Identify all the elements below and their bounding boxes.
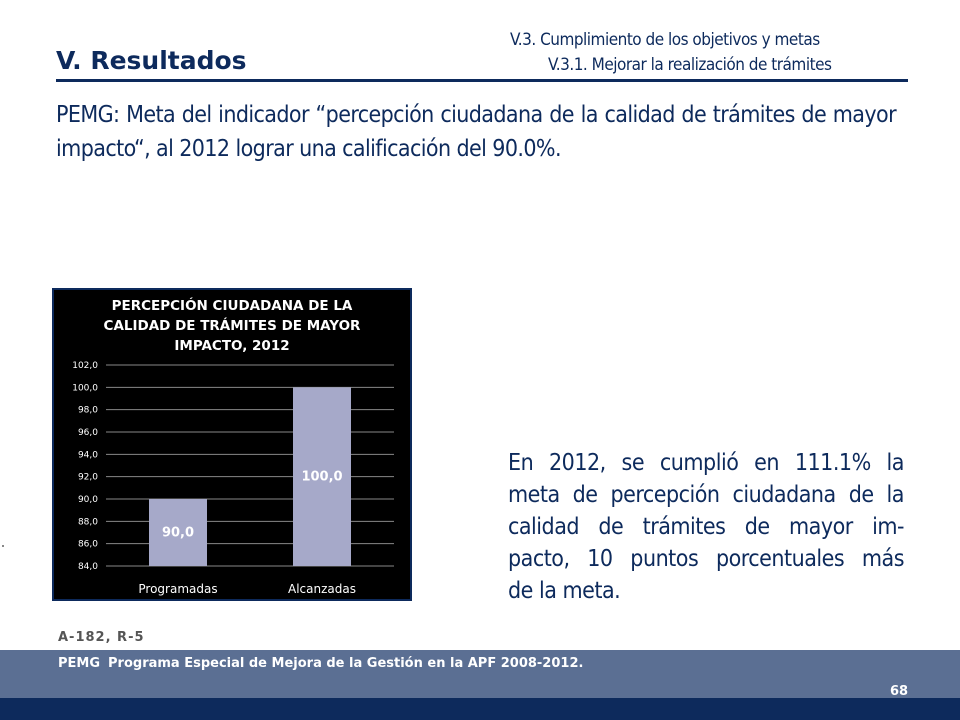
result-line: En 2012, se cumplió en 111.1% la — [508, 450, 905, 476]
bar-alcanzadas — [293, 387, 351, 566]
result-paragraph: En 2012, se cumplió en 111.1% la meta de… — [508, 447, 905, 607]
y-tick-label: 96,0 — [78, 428, 98, 438]
x-category-label: Alcanzadas — [288, 582, 356, 596]
data-label: 90,0 — [162, 526, 194, 541]
chart-plot: 84,0 86,0 88,0 90,0 92,0 94,0 96,0 98,0 100,0 102… — [72, 361, 394, 596]
chart-title: PERCEPCIÓN CIUDADANA DE LA CALIDAD DE TR… — [54, 296, 410, 356]
bar-programadas — [149, 499, 207, 566]
result-line: meta de percepción ciudadana de la — [508, 482, 905, 508]
page-number: 68 — [890, 684, 909, 699]
chart-title-line: CALIDAD DE TRÁMITES DE MAYOR — [103, 318, 361, 334]
title-divider — [56, 79, 908, 82]
data-label: 100,0 — [301, 470, 342, 485]
y-tick-label: 94,0 — [78, 450, 98, 460]
subsubsection-title: V.3.1. Mejorar la realización de trámite… — [548, 55, 832, 75]
footer-band — [0, 650, 960, 698]
y-tick-label: 86,0 — [78, 540, 98, 550]
chart-title-line: PERCEPCIÓN CIUDADANA DE LA — [111, 298, 353, 314]
y-tick-label: 100,0 — [72, 383, 98, 393]
result-line: pacto, 10 puntos porcentuales más — [508, 546, 905, 572]
footer-abbr: PEMG — [58, 656, 101, 671]
y-tick-label: 88,0 — [78, 517, 98, 527]
decorative-dot — [2, 545, 4, 547]
section-title: V. Resultados — [56, 46, 247, 75]
y-tick-label: 90,0 — [78, 495, 98, 505]
x-category-label: Programadas — [138, 582, 217, 596]
footer-text: PEMG Programa Especial de Mejora de la Ge… — [58, 656, 583, 671]
chart-title-line: IMPACTO, 2012 — [174, 338, 290, 354]
bar-chart: PERCEPCIÓN CIUDADANA DE LA CALIDAD DE TR… — [52, 288, 412, 601]
y-tick-label: 98,0 — [78, 406, 98, 416]
bottom-band — [0, 698, 960, 720]
footer-program-name: Programa Especial de Mejora de la Gestió… — [108, 656, 584, 671]
y-tick-label: 84,0 — [78, 562, 98, 572]
subsection-title: V.3. Cumplimiento de los objetivos y met… — [510, 30, 820, 50]
reference-code: A-182, R-5 — [58, 630, 145, 645]
y-tick-label: 102,0 — [72, 361, 98, 371]
intro-paragraph: PEMG: Meta del indicador “percepción ciu… — [56, 102, 897, 162]
result-line: calidad de trámites de mayor im- — [508, 514, 905, 540]
y-tick-label: 92,0 — [78, 473, 98, 483]
result-line: de la meta. — [508, 578, 621, 604]
